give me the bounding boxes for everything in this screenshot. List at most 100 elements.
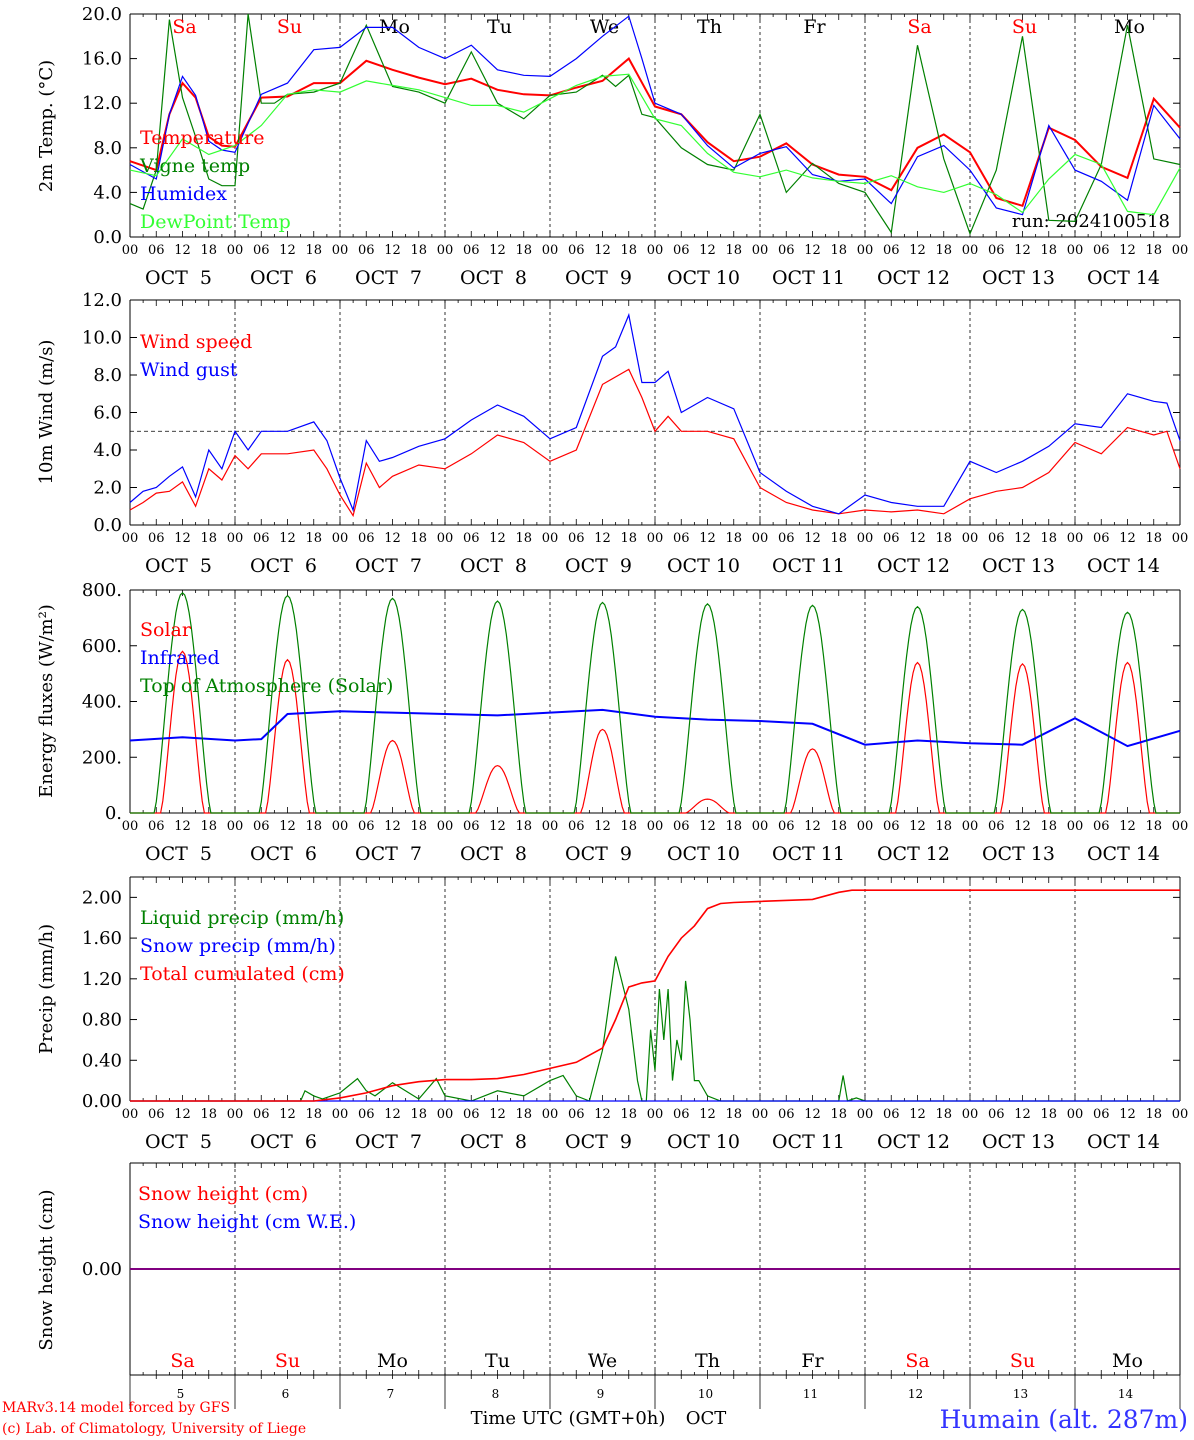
credit-line-2: (c) Lab. of Climatology, University of L… <box>2 1421 306 1437</box>
x-hour-tick-label: 18 <box>410 1107 427 1122</box>
y-tick-label: 10.0 <box>82 328 122 349</box>
x-hour-tick-label: 18 <box>1145 1107 1162 1122</box>
y-tick-label: 600. <box>82 636 122 657</box>
x-hour-tick-label: 00 <box>1172 819 1189 834</box>
weekday-label: Fr <box>801 1350 824 1372</box>
x-hour-tick-label: 18 <box>935 243 952 258</box>
x-hour-tick-label: 00 <box>1172 1107 1189 1122</box>
x-hour-tick-label: 12 <box>489 819 506 834</box>
x-hour-tick-label: 12 <box>804 1107 821 1122</box>
x-hour-tick-label: 12 <box>1014 531 1031 546</box>
y-tick-label: 12.0 <box>82 93 122 114</box>
x-hour-tick-label: 00 <box>752 243 769 258</box>
weekday-label: Su <box>1010 1350 1035 1372</box>
x-hour-tick-label: 00 <box>647 243 664 258</box>
x-hour-tick-label: 12 <box>279 243 296 258</box>
series-line-top-of-atmosphere-solar- <box>130 591 1180 814</box>
x-date-label: OCT 8 <box>460 1131 527 1153</box>
x-hour-tick-label: 00 <box>752 531 769 546</box>
x-date-label: OCT 9 <box>565 267 632 289</box>
x-hour-tick-label: 12 <box>909 531 926 546</box>
x-hour-tick-label: 12 <box>909 819 926 834</box>
panel-5: 0.00 Snow height (cm) Sa 5 Su 6 Mo 7 Tu 8 We 9 Th 10 F… <box>36 1162 1181 1409</box>
x-hour-tick-label: 18 <box>1145 531 1162 546</box>
y-axis-label: 10m Wind (m/s) <box>36 340 57 485</box>
x-hour-tick-label: 18 <box>830 819 847 834</box>
y-tick-label: 0.0 <box>93 515 122 536</box>
x-hour-tick-label: 00 <box>962 531 979 546</box>
weekday-label: Th <box>695 1350 720 1372</box>
x-hour-tick-label: 00 <box>542 819 559 834</box>
x-hour-tick-label: 00 <box>227 819 244 834</box>
panel-4: 0.00 0.40 0.80 1.20 1.60 2.00 Precip (mm/h) 00 0… <box>36 876 1189 1153</box>
x-hour-tick-label: 06 <box>883 1107 900 1122</box>
x-date-label: OCT 8 <box>460 555 527 577</box>
x-date-label: OCT 7 <box>355 1131 422 1153</box>
x-hour-tick-label: 06 <box>568 1107 585 1122</box>
x-hour-tick-label: 18 <box>200 1107 217 1122</box>
x-hour-tick-label: 00 <box>332 531 349 546</box>
x-hour-tick-label: 18 <box>410 243 427 258</box>
x-hour-tick-label: 06 <box>148 1107 165 1122</box>
legend-entry: Liquid precip (mm/h) <box>140 907 344 929</box>
y-tick-label: 0.00 <box>82 1091 122 1112</box>
x-hour-tick-label: 12 <box>909 1107 926 1122</box>
x-date-label: OCT 12 <box>877 267 950 289</box>
x-hour-tick-label: 06 <box>253 531 270 546</box>
panel-3: 0. 200. 400. 600. 800. Energy fluxes (W/m²) 00… <box>36 580 1188 865</box>
weekday-label: We <box>590 16 619 38</box>
x-hour-tick-label: 18 <box>1145 819 1162 834</box>
x-hour-tick-label: 00 <box>962 1107 979 1122</box>
x-hour-tick-label: 06 <box>148 819 165 834</box>
series-line-dewpoint-temp <box>129 73 1181 216</box>
x-date-label: OCT 14 <box>1087 555 1160 577</box>
x-hour-tick-label: 06 <box>1093 1107 1110 1122</box>
x-hour-tick-label: 06 <box>778 243 795 258</box>
x-hour-tick-label: 12 <box>489 243 506 258</box>
weekday-label: Th <box>697 16 722 38</box>
x-hour-tick-label: 00 <box>962 243 979 258</box>
x-hour-tick-label: 06 <box>253 819 270 834</box>
x-hour-tick-label: 18 <box>305 243 322 258</box>
weekday-label: Sa <box>172 16 196 38</box>
x-hour-tick-label: 00 <box>857 1107 874 1122</box>
weekday-label: Fr <box>803 16 826 38</box>
day-number-label: 12 <box>908 1387 923 1401</box>
x-hour-tick-label: 18 <box>515 531 532 546</box>
series-line-wind-speed <box>129 368 1181 518</box>
day-number-label: 10 <box>698 1387 713 1401</box>
weekday-label: Sa <box>905 1350 929 1372</box>
x-hour-tick-label: 00 <box>227 1107 244 1122</box>
x-axis-month: OCT <box>686 1408 727 1429</box>
y-tick-label: 2.00 <box>82 887 122 908</box>
x-hour-tick-label: 12 <box>174 1107 191 1122</box>
x-hour-tick-label: 12 <box>384 819 401 834</box>
x-hour-tick-label: 18 <box>725 1107 742 1122</box>
x-date-label: OCT 5 <box>145 1131 212 1153</box>
weekday-label: Su <box>275 1350 300 1372</box>
x-hour-tick-label: 00 <box>122 531 139 546</box>
x-hour-tick-label: 06 <box>253 1107 270 1122</box>
x-date-label: OCT 13 <box>982 267 1055 289</box>
x-hour-tick-label: 12 <box>804 531 821 546</box>
x-hour-tick-label: 00 <box>542 531 559 546</box>
y-tick-label: 200. <box>82 747 122 768</box>
x-hour-tick-label: 18 <box>725 243 742 258</box>
y-tick-label: 0.80 <box>82 1010 122 1031</box>
x-date-label: OCT 13 <box>982 555 1055 577</box>
x-hour-tick-label: 06 <box>988 1107 1005 1122</box>
x-date-label: OCT 6 <box>250 1131 317 1153</box>
y-tick-label: 4.0 <box>93 440 122 461</box>
y-axis-label: Energy fluxes (W/m²) <box>36 604 57 798</box>
x-hour-tick-label: 00 <box>857 819 874 834</box>
x-hour-tick-label: 00 <box>332 1107 349 1122</box>
x-hour-tick-label: 06 <box>568 819 585 834</box>
legend-entry: Total cumulated (cm) <box>140 963 345 985</box>
x-hour-tick-label: 12 <box>384 531 401 546</box>
x-hour-tick-label: 12 <box>1014 819 1031 834</box>
x-date-label: OCT 12 <box>877 555 950 577</box>
x-hour-tick-label: 12 <box>909 243 926 258</box>
x-hour-tick-label: 00 <box>437 243 454 258</box>
x-hour-tick-label: 06 <box>1093 531 1110 546</box>
